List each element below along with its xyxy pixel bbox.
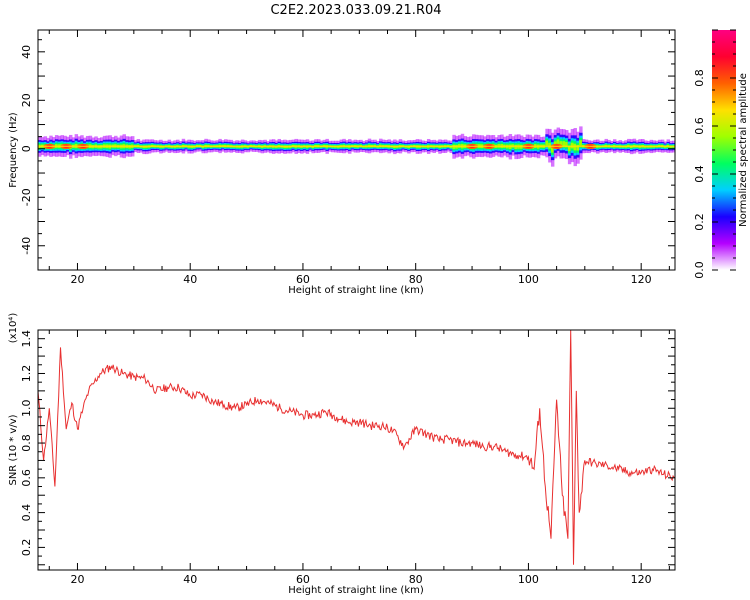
spectrogram-heatmap [38,126,675,167]
snr-y-tick-label: 0.6 [20,469,33,487]
snr-y-tick-label: 1.0 [20,400,33,418]
snr-series-line [38,330,675,565]
spectrogram-y-label: Frequency (Hz) [8,112,19,188]
spectrogram-y-tick-label: 40 [20,45,33,59]
spectrogram-cell [565,142,569,148]
colorbar-tick-label: 0.2 [693,213,706,231]
snr-y-tick-label: 1.2 [20,365,33,383]
snr-y-ticks: 0.2 0.4 0.6 0.8 1.0 1.2 1.4 [20,329,675,566]
snr-x-tick-label: 20 [70,573,84,586]
spectrogram-ridge [38,145,675,148]
snr-y-tick-label: 0.8 [20,434,33,452]
spectrogram-cell [556,139,561,145]
spectrogram-y-tick-label: -20 [20,188,33,206]
snr-x-tick-label: 100 [518,573,539,586]
figure-title: C2E2.2023.033.09.21.R04 [270,3,441,18]
spectrogram-cell [562,141,566,147]
snr-y-scale: (x10⁴) [8,313,19,344]
snr-panel: 20 40 60 80 100 120 0.2 0.4 0.6 0.8 1.0 1.2 1.4 Hei… [8,313,676,596]
spectrogram-y-ticks: -40 -20 0 20 40 [20,39,675,271]
spectrogram-x-tick-label: 100 [518,273,539,286]
spectrogram-x-tick-label: 60 [296,273,310,286]
spectrogram-cell [545,140,549,146]
snr-x-tick-label: 120 [631,573,652,586]
spectrogram-frame [37,29,676,271]
spectrogram-y-tick-label: 20 [20,93,33,107]
colorbar-label: Normalized spectral amplitude [738,73,749,227]
snr-x-tick-label: 60 [296,573,310,586]
colorbar-tick-label: 0.0 [693,261,706,279]
spectrogram-cell [576,144,580,151]
colorbar-tick-label: 0.4 [693,165,706,183]
spectrogram-x-label: Height of straight line (km) [288,285,424,296]
spectrogram-x-tick-label: 20 [70,273,84,286]
snr-x-label: Height of straight line (km) [288,585,424,596]
spectrogram-cell [570,142,575,149]
snr-y-tick-label: 1.4 [20,330,33,348]
snr-x-ticks: 20 40 60 80 100 120 [48,330,670,586]
snr-x-tick-label: 40 [183,573,197,586]
snr-frame [37,329,676,571]
colorbar-gradient [712,30,736,270]
spectrogram-x-ticks: 20 40 60 80 100 120 [48,30,670,286]
snr-y-tick-label: 0.2 [20,539,33,557]
spectrogram-y-tick-label: -40 [20,237,33,255]
colorbar-ticks: 0.0 0.2 0.4 0.6 0.8 [693,29,736,279]
spectrogram-panel: 20 40 60 80 100 120 -40 -20 0 20 40 Height of str… [8,29,676,296]
spectrogram-cell [567,145,572,152]
spectrogram-x-tick-label: 80 [409,273,423,286]
spectrogram-x-tick-label: 120 [631,273,652,286]
colorbar: 0.0 0.2 0.4 0.6 0.8 Normalized spectral ampl… [693,29,749,279]
snr-y-label: SNR (10 * v/v) [8,414,19,485]
colorbar-tick-label: 0.8 [693,69,706,87]
colorbar-tick-label: 0.6 [693,117,706,135]
spectrogram-x-tick-label: 40 [183,273,197,286]
spectrogram-y-tick-label: 0 [20,145,33,152]
spectrogram-cell [559,141,563,147]
snr-y-tick-label: 0.4 [20,504,33,522]
spectrogram-cell [579,140,583,146]
snr-x-tick-label: 80 [409,573,423,586]
spectrogram-cell [550,146,555,153]
